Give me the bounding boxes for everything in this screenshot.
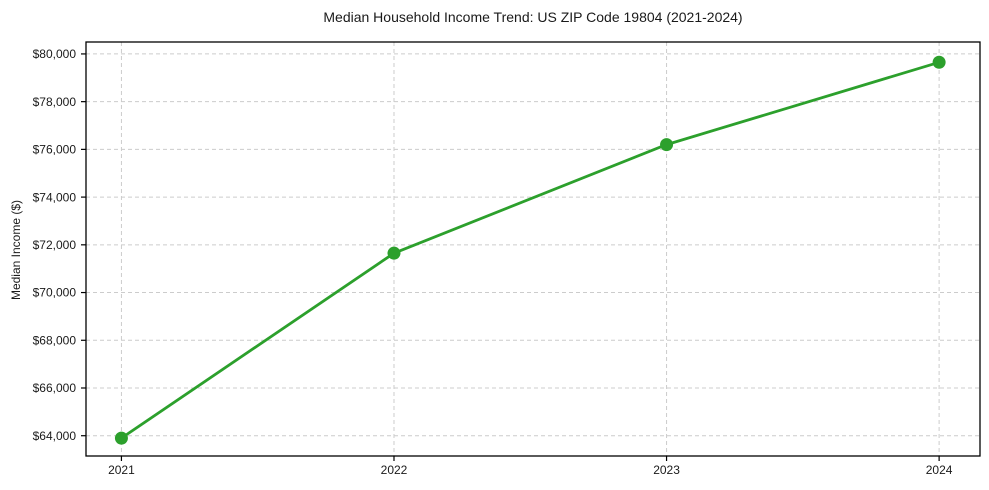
y-tick-label: $70,000 (33, 286, 77, 300)
trend-line (120, 60, 941, 440)
data-point-marker (114, 431, 128, 445)
data-point-marker (660, 138, 674, 152)
x-tick-label: 2022 (381, 463, 408, 477)
x-tick-label: 2023 (653, 463, 680, 477)
chart-title: Median Household Income Trend: US ZIP Co… (323, 9, 743, 25)
y-tick-label: $78,000 (33, 95, 77, 109)
y-tick-label: $66,000 (33, 381, 77, 395)
y-tick-label: $76,000 (33, 143, 77, 157)
x-tick-label: 2021 (108, 463, 135, 477)
y-tick-label: $74,000 (33, 190, 77, 204)
data-point-marker (932, 55, 946, 69)
data-point-marker (387, 246, 401, 260)
x-tick-label: 2024 (926, 463, 953, 477)
y-tick-label: $72,000 (33, 238, 77, 252)
y-tick-label: $64,000 (33, 429, 77, 443)
y-tick-label: $68,000 (33, 333, 77, 347)
axes-spines (85, 41, 981, 457)
y-tick-label: $80,000 (33, 47, 77, 61)
